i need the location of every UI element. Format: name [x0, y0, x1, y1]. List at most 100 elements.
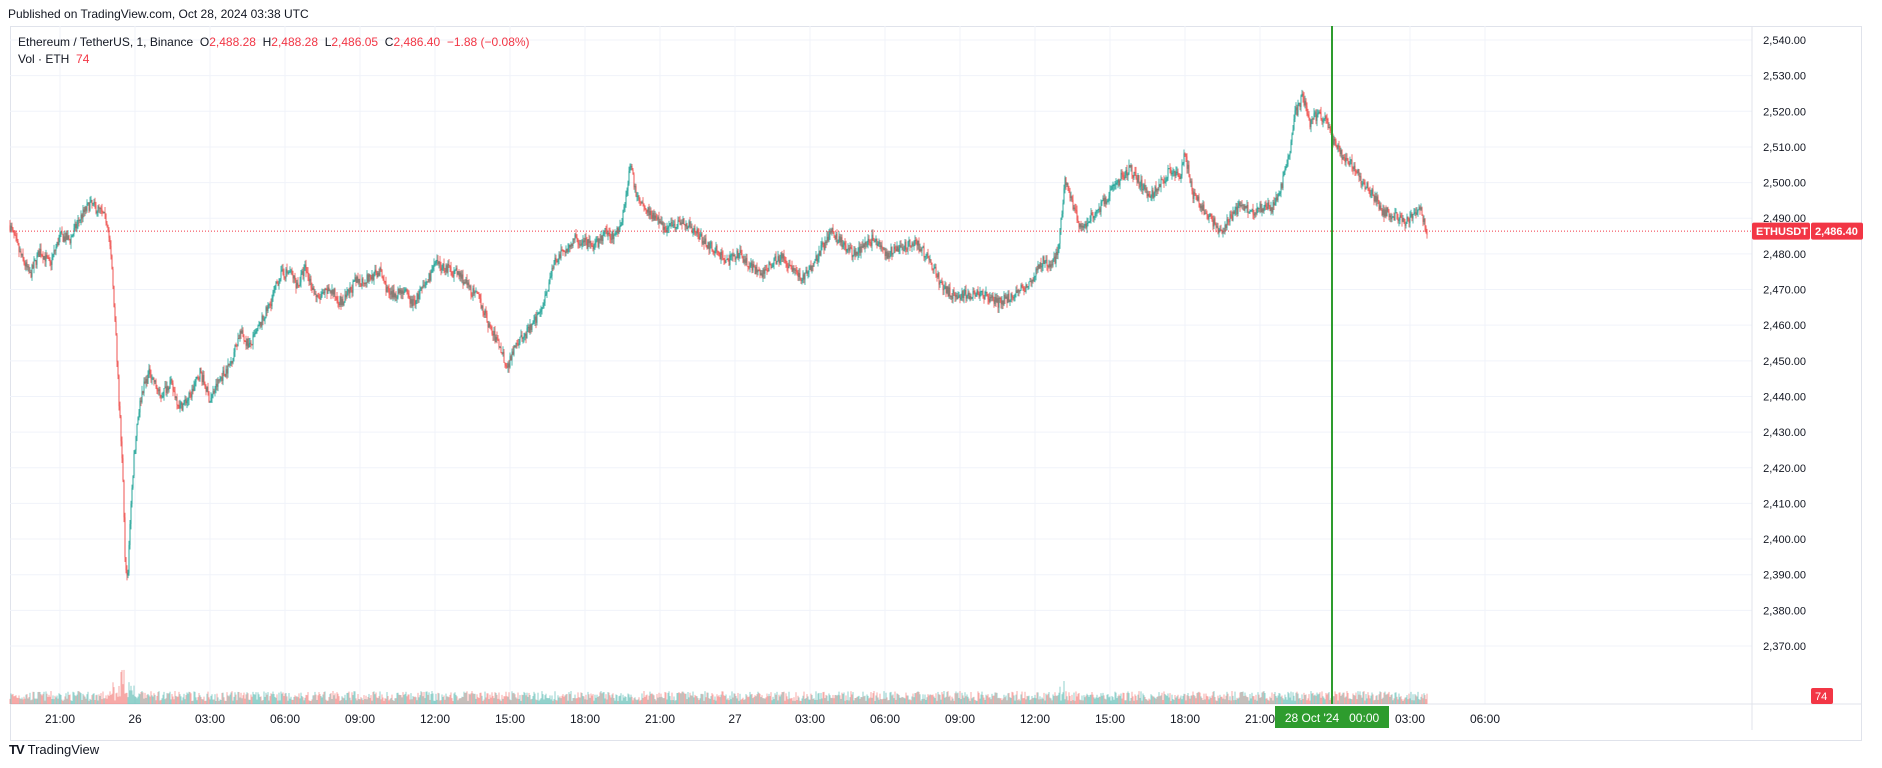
volume-bar — [1017, 700, 1019, 704]
volume-bar — [346, 693, 348, 704]
candle-body — [47, 257, 49, 259]
candle-body — [386, 287, 388, 292]
candle-body — [1037, 264, 1039, 271]
low-value: 2,486.05 — [331, 35, 379, 49]
volume-bar — [886, 697, 888, 704]
volume-bar — [1424, 695, 1426, 704]
candle-body — [1023, 287, 1025, 291]
candle-body — [847, 248, 849, 250]
candle-body — [743, 259, 745, 263]
volume-bar — [1000, 698, 1002, 704]
candle-body — [1294, 110, 1296, 119]
candle-body — [538, 312, 540, 314]
volume-bar — [396, 692, 398, 704]
candle-body — [1060, 218, 1062, 230]
volume-bar — [1279, 693, 1281, 704]
volume-bar — [727, 698, 729, 704]
volume-bar — [1271, 692, 1273, 704]
symbol-tag[interactable]: ETHUSDT — [1752, 222, 1810, 240]
volume-bar — [1308, 694, 1310, 704]
candle-body — [1284, 168, 1286, 172]
volume-bar — [200, 696, 202, 704]
volume-bar — [938, 694, 940, 704]
candle-body — [795, 269, 797, 272]
candle-body — [465, 279, 467, 283]
volume-bar — [1249, 694, 1251, 704]
candle-body — [993, 299, 995, 304]
candle-body — [1143, 184, 1145, 190]
candle-body — [1268, 202, 1270, 207]
candle-body — [1072, 199, 1074, 209]
volume-bar — [1287, 691, 1289, 704]
volume-bar — [1284, 694, 1286, 704]
volume-bar — [445, 693, 447, 704]
volume-bar — [892, 694, 894, 704]
candle-body — [1094, 213, 1096, 217]
volume-bar — [750, 694, 752, 704]
volume-bar — [541, 691, 543, 704]
candle-body — [1026, 284, 1028, 288]
candle-body — [700, 233, 702, 237]
candle-body — [744, 259, 746, 263]
volume-bar — [613, 697, 615, 704]
volume-bar — [385, 698, 387, 704]
candle-body — [532, 322, 534, 324]
candle-body — [1058, 243, 1060, 250]
candle-body — [20, 251, 22, 256]
candle-body — [25, 262, 27, 267]
candle-body — [31, 264, 33, 278]
candle-body — [199, 368, 201, 380]
volume-bar — [373, 691, 375, 704]
volume-bar — [1206, 695, 1208, 704]
candle-body — [501, 352, 503, 354]
candle-body — [393, 289, 395, 298]
volume-bar — [827, 700, 829, 704]
volume-label[interactable]: Vol · ETH — [18, 52, 70, 66]
candle-body — [965, 289, 967, 299]
candle-body — [258, 325, 260, 327]
candle-body — [27, 266, 29, 268]
volume-bar — [166, 693, 168, 704]
candle-body — [539, 311, 541, 313]
volume-bar — [679, 693, 681, 704]
candle-body — [175, 396, 177, 399]
brand-name[interactable]: TradingView — [27, 742, 100, 757]
candle-body — [59, 232, 61, 238]
volume-bar — [1244, 692, 1246, 704]
candle-body — [1376, 196, 1378, 202]
candle-body — [784, 260, 786, 262]
candle-body — [317, 295, 319, 297]
volume-bar — [916, 691, 918, 704]
x-tick-label: 03:00 — [195, 712, 225, 726]
candle-body — [1323, 118, 1325, 121]
candle-body — [811, 265, 813, 272]
volume-bar — [599, 692, 601, 704]
volume-bar — [109, 691, 111, 704]
volume-bar — [400, 695, 402, 704]
volume-bar — [174, 691, 176, 704]
volume-bar — [1045, 693, 1047, 704]
volume-bar — [1368, 695, 1370, 704]
volume-bar — [1313, 695, 1315, 704]
candle-body — [545, 293, 547, 296]
volume-bar — [204, 700, 206, 704]
volume-bar — [161, 698, 163, 704]
volume-bar — [1286, 699, 1288, 704]
candle-body — [750, 262, 752, 267]
volume-bar — [672, 700, 674, 704]
candle-body — [1252, 209, 1254, 215]
symbol-name[interactable]: Ethereum / TetherUS, 1, Binance — [18, 35, 194, 49]
candle-body — [917, 240, 919, 246]
candle-body — [201, 372, 203, 383]
volume-bar — [1074, 700, 1076, 704]
volume-bar — [20, 699, 22, 704]
candle-body — [416, 293, 418, 301]
volume-bar — [1314, 694, 1316, 704]
candle-body — [1342, 157, 1344, 160]
candle-body — [1185, 153, 1187, 157]
candle-body — [1061, 214, 1063, 219]
volume-bar — [848, 700, 850, 704]
candle-body — [652, 212, 654, 219]
volume-bar — [1115, 692, 1117, 704]
